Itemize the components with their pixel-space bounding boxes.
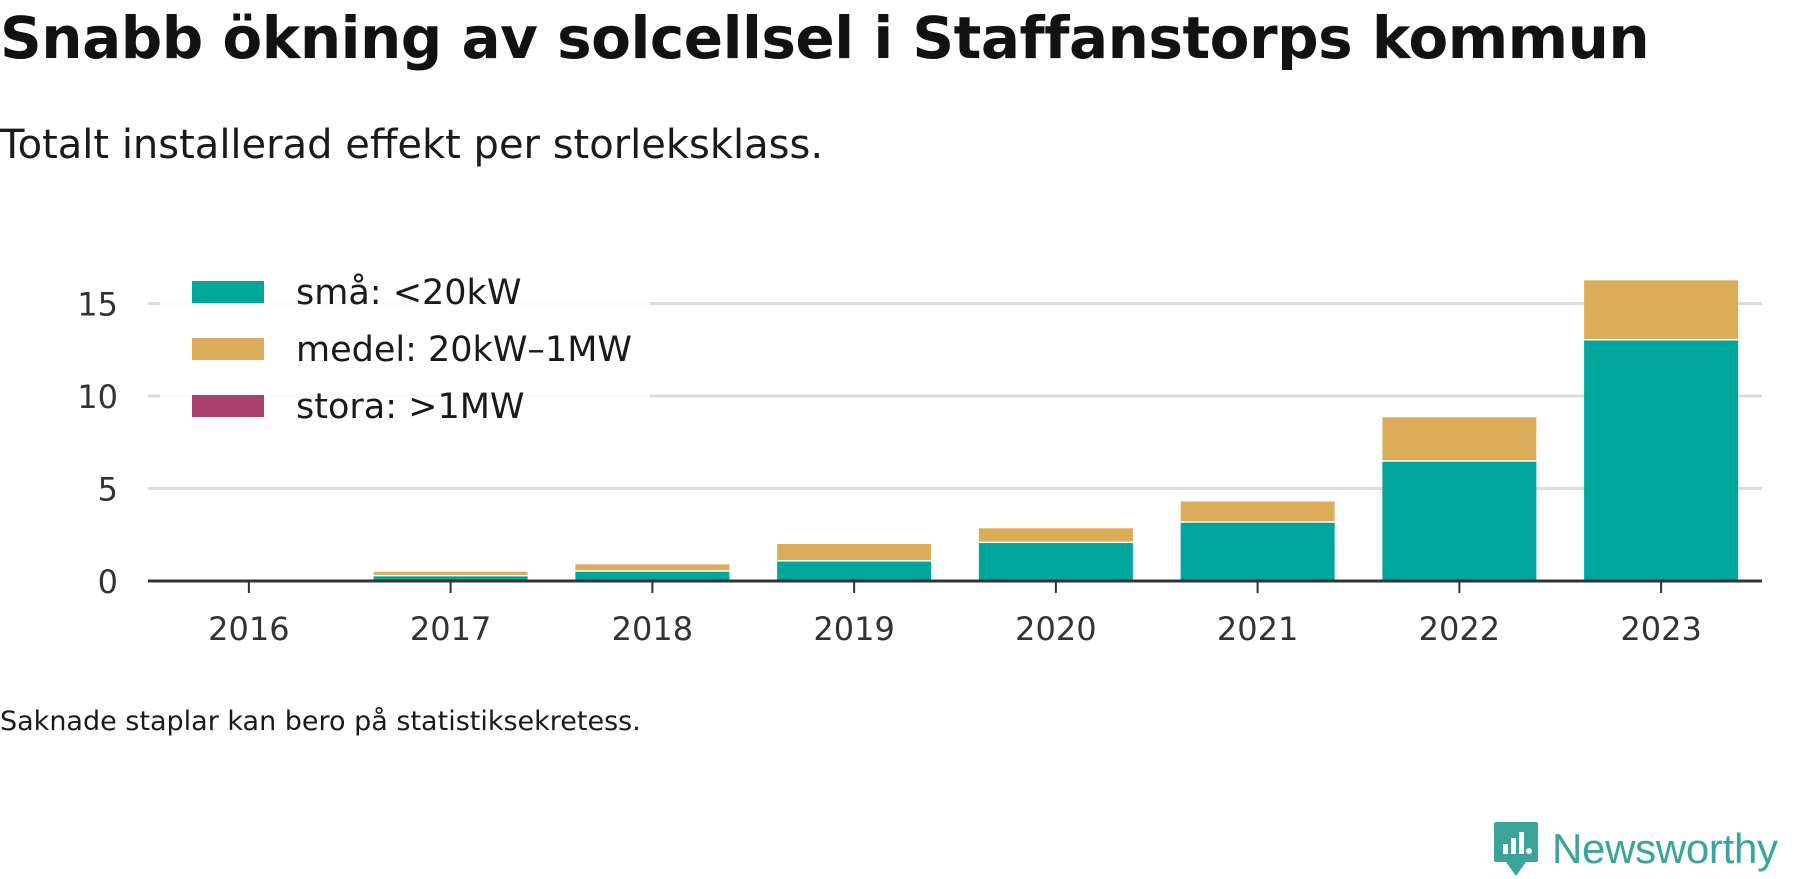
legend-swatch-1 — [192, 338, 264, 360]
y-tick-label: 0 — [98, 563, 118, 601]
bar-2021-series-1 — [1180, 501, 1335, 522]
legend-swatch-2 — [192, 395, 264, 417]
x-tick-label: 2017 — [410, 610, 491, 648]
legend-label-2: stora: >1MW — [296, 387, 525, 427]
bar-2017-series-1 — [373, 571, 528, 575]
bars — [171, 280, 1739, 581]
bar-2019-series-1 — [777, 544, 932, 561]
brand-name: Newsworthy — [1552, 825, 1778, 872]
legend-swatch-0 — [192, 281, 264, 303]
legend: små: <20kW medel: 20kW–1MW stora: >1MW — [160, 268, 650, 438]
y-tick-label: 15 — [77, 286, 118, 324]
bar-2022-series-1 — [1382, 417, 1537, 461]
x-tick-label: 2016 — [208, 610, 289, 648]
footnote: Saknade staplar kan bero på statistiksek… — [0, 706, 641, 737]
x-tick-label: 2022 — [1419, 610, 1500, 648]
y-tick-label: 10 — [77, 378, 118, 416]
y-tick-label: 5 — [98, 471, 118, 509]
bar-2022-series-0 — [1382, 461, 1537, 581]
bar-2017-series-0 — [373, 576, 528, 581]
bar-2020-series-0 — [978, 543, 1133, 581]
y-axis-ticks: 0 5 10 15 — [77, 286, 118, 602]
newsworthy-logo-icon — [1494, 822, 1538, 876]
bar-2019-series-0 — [777, 561, 932, 581]
x-tick-label: 2021 — [1217, 610, 1298, 648]
chart-subtitle: Totalt installerad effekt per storlekskl… — [0, 122, 824, 168]
bar-2018-series-0 — [575, 571, 730, 581]
legend-label-0: små: <20kW — [296, 272, 521, 313]
x-tick-label: 2020 — [1015, 610, 1096, 648]
bar-2023-series-1 — [1584, 280, 1739, 339]
bar-2021-series-0 — [1180, 522, 1335, 581]
brand-logo: Newsworthy — [1492, 820, 1778, 878]
legend-label-1: medel: 20kW–1MW — [296, 330, 632, 370]
chart-title: Snabb ökning av solcellsel i Staffanstor… — [0, 4, 1650, 72]
bar-2020-series-1 — [978, 528, 1133, 542]
x-tick-label: 2019 — [813, 610, 894, 648]
x-tick-label: 2023 — [1620, 610, 1701, 648]
x-axis-ticks: 2016 2017 2018 2019 2020 2021 2022 2023 — [208, 581, 1702, 648]
x-tick-label: 2018 — [612, 610, 693, 648]
bar-2023-series-0 — [1584, 340, 1739, 581]
bar-2018-series-1 — [575, 564, 730, 571]
